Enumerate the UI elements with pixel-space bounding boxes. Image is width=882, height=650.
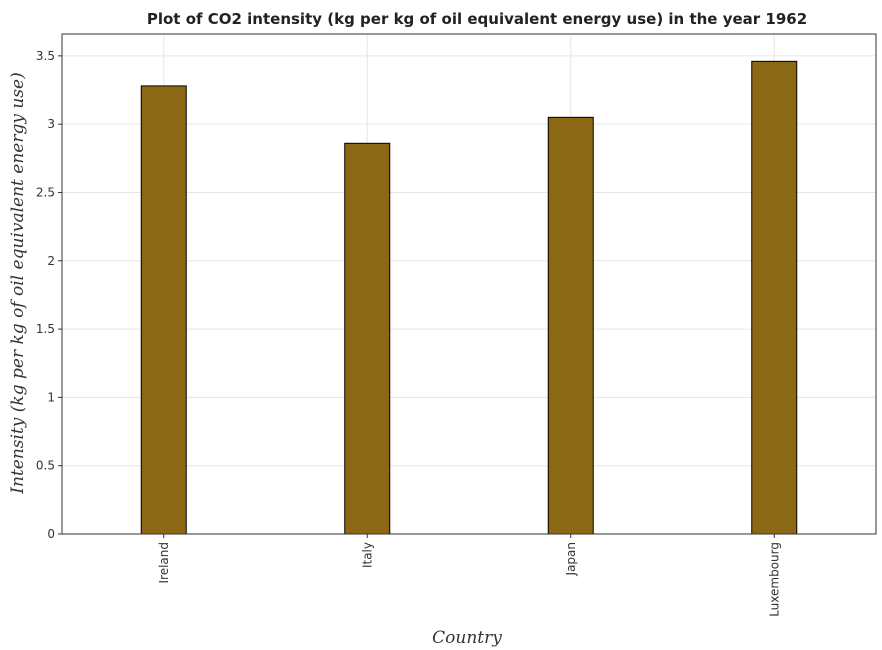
bar-ireland xyxy=(140,85,187,535)
x-tick-label: Luxembourg xyxy=(767,542,781,617)
y-axis-label: Intensity (kg per kg of oil equivalent e… xyxy=(8,72,28,494)
x-ticks: Ireland Italy Japan Luxembourg xyxy=(157,534,781,617)
x-tick-label: Italy xyxy=(360,542,374,568)
bars xyxy=(140,60,798,535)
x-tick-label: Ireland xyxy=(157,542,171,584)
y-tick-label: 2.5 xyxy=(36,185,55,199)
y-tick-label: 0 xyxy=(47,527,55,541)
plot-frame xyxy=(61,33,877,535)
bar-luxembourg xyxy=(751,60,798,535)
y-tick-label: 3.5 xyxy=(36,49,55,63)
bar-japan xyxy=(547,116,594,535)
x-axis-label: Country xyxy=(432,628,502,648)
y-tick-label: 0.5 xyxy=(36,459,55,473)
y-ticks: 0 0.5 1 1.5 2 2.5 3 3.5 xyxy=(36,49,62,541)
chart-title: Plot of CO2 intensity (kg per kg of oil … xyxy=(147,10,807,28)
bar-italy xyxy=(344,142,391,535)
axes xyxy=(61,33,877,535)
y-tick-label: 1.5 xyxy=(36,322,55,336)
y-tick-label: 2 xyxy=(47,254,55,268)
x-tick-label: Japan xyxy=(564,542,578,576)
y-tick-label: 3 xyxy=(47,117,55,131)
y-tick-label: 1 xyxy=(47,390,55,404)
